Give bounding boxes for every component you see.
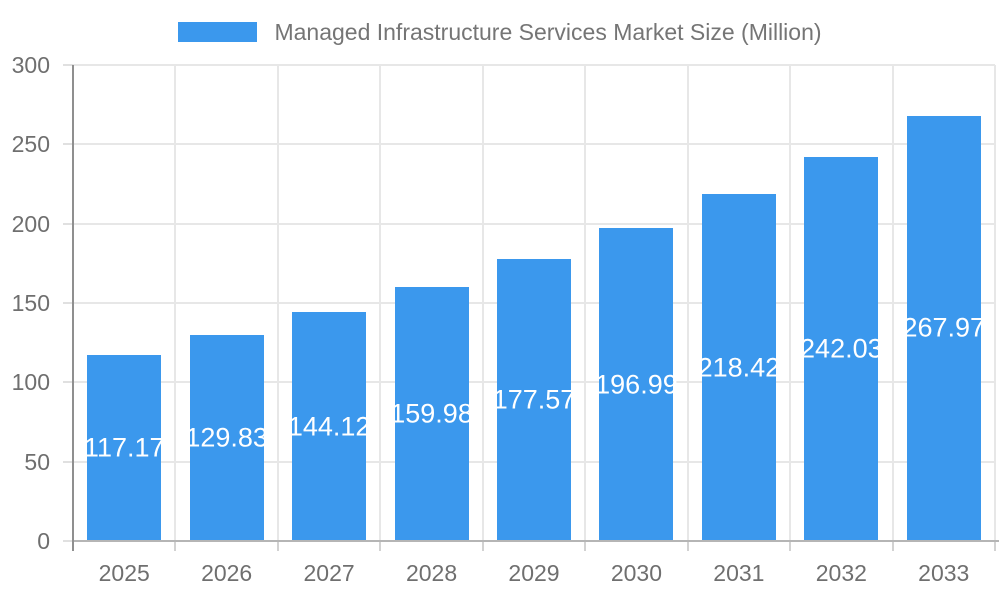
bar-2025[interactable] — [87, 355, 162, 541]
y-tick-label: 50 — [24, 448, 50, 475]
y-tick-label: 150 — [11, 290, 50, 316]
bar-value-label: 267.97 — [902, 312, 986, 343]
grid-line-vertical — [891, 65, 894, 541]
bar-value-label: 129.83 — [185, 422, 268, 453]
x-axis-tick — [379, 541, 382, 551]
grid-line-horizontal — [73, 222, 995, 225]
legend-label: Managed Infrastructure Services Market S… — [274, 18, 822, 45]
bar-2031[interactable] — [701, 194, 776, 541]
y-axis-line — [72, 65, 74, 551]
x-axis-tick — [481, 541, 484, 551]
chart-legend[interactable]: Managed Infrastructure Services Market S… — [0, 19, 1000, 45]
y-tick-label: 200 — [11, 210, 50, 237]
grid-line-vertical — [789, 65, 792, 541]
x-tick-label: 2032 — [815, 560, 867, 586]
x-axis-tick — [891, 541, 894, 551]
grid-line-vertical — [686, 65, 689, 541]
x-tick-label: 2025 — [98, 560, 150, 586]
bar-value-label: 218.42 — [697, 352, 781, 383]
bar-value-label: 196.99 — [595, 369, 678, 400]
y-axis-tick — [63, 540, 73, 542]
bar-2033[interactable] — [906, 115, 981, 541]
bar-value-label: 177.57 — [492, 384, 576, 415]
y-tick-label: 300 — [11, 52, 50, 78]
bar-value-label: 144.12 — [287, 411, 371, 442]
y-tick-label: 100 — [11, 369, 50, 396]
x-axis-tick — [686, 541, 689, 551]
x-axis-line — [73, 540, 999, 542]
x-tick-label: 2026 — [201, 560, 253, 586]
grid-line-vertical — [584, 65, 587, 541]
x-axis-tick — [994, 541, 996, 551]
x-axis-tick — [789, 541, 792, 551]
grid-line-vertical — [994, 65, 996, 541]
x-tick-label: 2030 — [610, 560, 663, 586]
grid-line-vertical — [174, 65, 177, 541]
legend-swatch-icon — [178, 22, 258, 42]
bar-2032[interactable] — [804, 156, 879, 541]
x-tick-label: 2029 — [508, 560, 560, 586]
y-axis-tick — [63, 64, 73, 66]
bar-2028[interactable] — [394, 287, 469, 541]
x-tick-label: 2033 — [918, 560, 970, 586]
y-axis-tick — [63, 381, 73, 384]
x-tick-label: 2027 — [303, 560, 355, 586]
bar-value-label: 242.03 — [800, 333, 883, 364]
bar-2027[interactable] — [292, 312, 367, 541]
y-axis-tick — [63, 302, 73, 304]
bar-2030[interactable] — [599, 228, 674, 541]
grid-line-vertical — [481, 65, 484, 541]
bar-2029[interactable] — [497, 259, 571, 541]
x-axis-tick — [276, 541, 279, 551]
grid-line-horizontal — [73, 143, 995, 146]
x-tick-label: 2031 — [713, 560, 765, 586]
plot-area: 117.17 129.83 144.12 159.98 177.57 196.99 218.… — [63, 64, 999, 551]
y-axis-tick — [63, 222, 73, 225]
y-axis-tick — [63, 143, 73, 146]
grid-line-horizontal — [73, 64, 995, 66]
bar-2026[interactable] — [189, 335, 264, 541]
bar-value-label: 117.17 — [83, 432, 165, 463]
grid-line-vertical — [379, 65, 382, 541]
y-tick-label: 0 — [37, 528, 50, 554]
y-axis-tick — [63, 460, 73, 463]
x-tick-label: 2028 — [405, 560, 458, 586]
y-tick-label: 250 — [11, 131, 50, 158]
grid-line-vertical — [276, 65, 279, 541]
bar-value-label: 159.98 — [390, 398, 473, 429]
x-axis-tick — [584, 541, 587, 551]
x-axis-tick — [174, 541, 177, 551]
